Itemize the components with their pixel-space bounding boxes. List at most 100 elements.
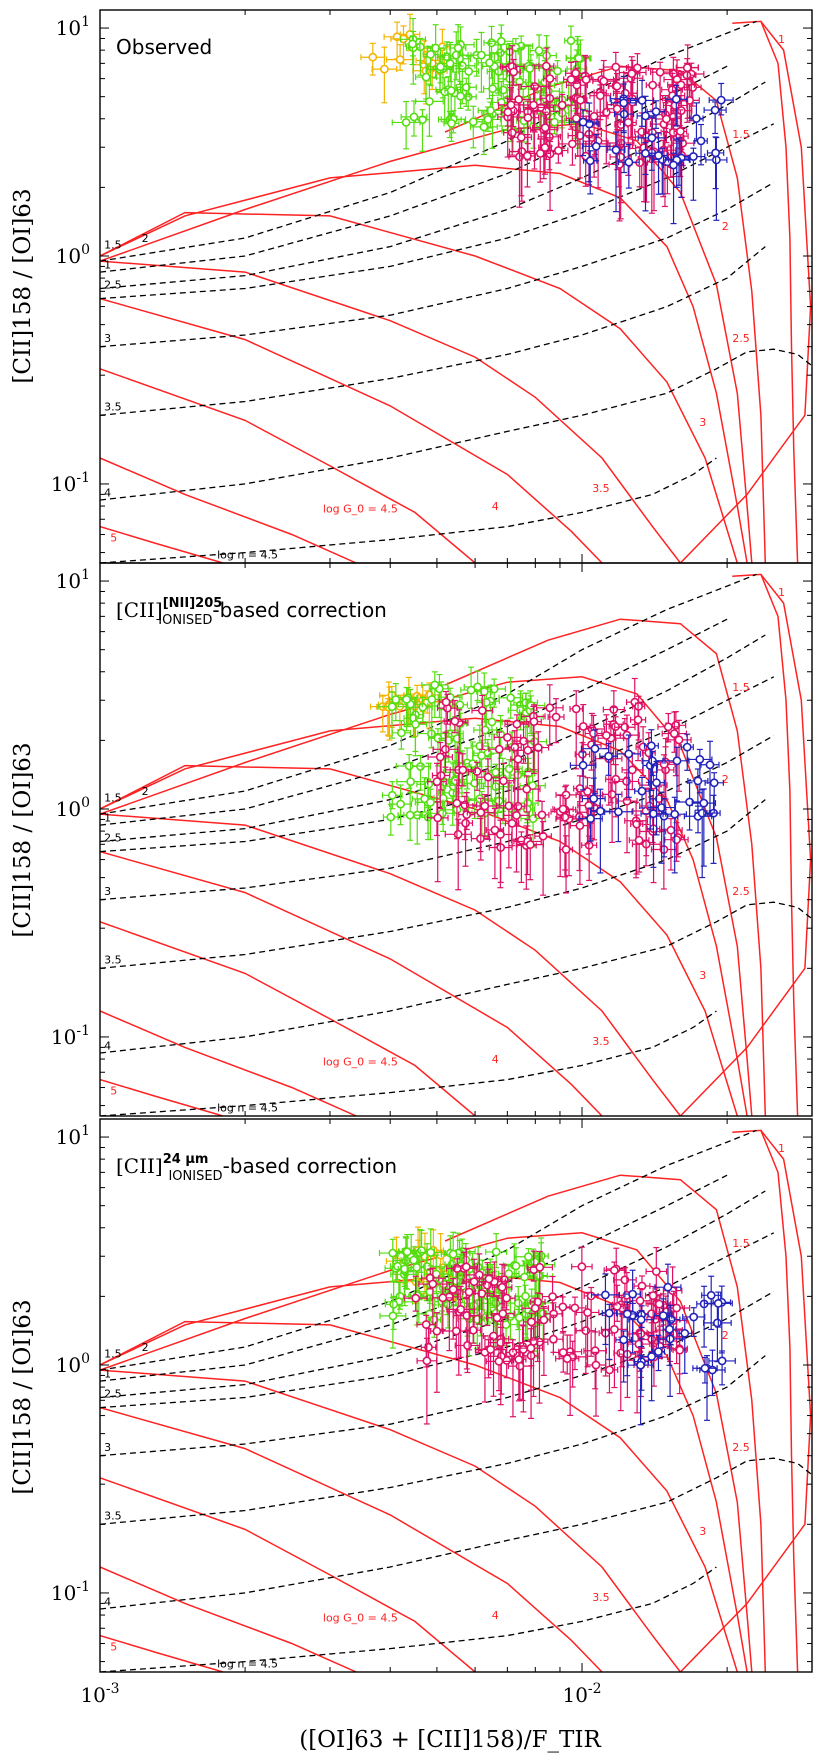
data-point: [523, 113, 533, 123]
data-point: [571, 68, 581, 78]
data-point: [692, 114, 701, 123]
data-point: [624, 749, 634, 759]
y-tick-label: 10-1: [51, 470, 90, 496]
data-point: [647, 741, 656, 751]
model-G0-curve: [100, 1010, 357, 1116]
y-tick-exponent: 0: [81, 242, 90, 258]
model-G0-label: log G_0 = 4.5: [323, 1611, 398, 1624]
data-point: [395, 55, 405, 64]
model-n-label: 1.5: [104, 238, 122, 251]
data-point: [529, 717, 539, 726]
data-point: [538, 831, 548, 841]
model-G0-label: 2.5: [732, 1441, 750, 1454]
data-series-2: [377, 666, 548, 848]
data-point: [637, 96, 647, 105]
data-point: [441, 697, 451, 707]
data-point: [446, 86, 456, 95]
model-n-label: 2.5: [104, 1388, 122, 1401]
data-point: [515, 1313, 524, 1323]
model-n-label: 4: [104, 1040, 111, 1053]
data-point: [589, 729, 598, 738]
data-point: [669, 160, 678, 170]
model-n-curve: [100, 1566, 717, 1672]
data-point: [614, 807, 623, 817]
data-point: [502, 1293, 511, 1303]
data-point: [506, 693, 516, 703]
data-point: [591, 141, 601, 151]
data-point: [527, 1317, 536, 1327]
data-point: [571, 114, 581, 123]
model-G0-label: 3.5: [592, 1035, 610, 1048]
model-n-label: 4: [104, 1596, 111, 1609]
model-G0-curve: [100, 211, 739, 563]
data-point: [540, 143, 550, 152]
data-point: [557, 100, 567, 110]
data-point: [607, 790, 617, 799]
data-point: [463, 1341, 472, 1350]
model-n-label: 2: [142, 1341, 149, 1354]
model-G0-curve: [100, 164, 748, 563]
data-point: [448, 1285, 458, 1294]
data-point: [545, 703, 555, 713]
data-point: [483, 772, 493, 782]
data-point: [426, 50, 435, 59]
model-n-label: 3.5: [104, 954, 122, 967]
data-series-3: [426, 677, 692, 896]
data-point: [627, 69, 637, 79]
data-point: [447, 119, 456, 128]
model-G0-curve: [100, 297, 603, 563]
data-point: [710, 105, 720, 115]
model-n-curve: [100, 65, 728, 273]
data-point: [426, 798, 435, 807]
data-point: [509, 67, 519, 77]
data-point: [409, 112, 419, 122]
data-point: [387, 790, 397, 800]
data-point: [589, 794, 599, 803]
data-point: [479, 122, 489, 132]
model-G0-curve: [100, 1477, 476, 1672]
data-series-4: [568, 75, 734, 225]
data-point: [666, 825, 676, 835]
data-point: [468, 117, 478, 127]
model-G0-label: 1.5: [732, 128, 750, 141]
model-G0-curve: [444, 1174, 767, 1672]
data-point: [494, 1356, 504, 1366]
data-point: [477, 706, 487, 715]
data-point: [400, 1264, 410, 1274]
model-G0-curve: [100, 1566, 357, 1672]
model-G0-label: log G_0 = 4.5: [323, 502, 398, 515]
y-tick-label: 100: [56, 242, 90, 268]
model-G0-label: 5: [110, 531, 117, 544]
model-G0-curve: [100, 525, 224, 563]
data-point: [405, 810, 415, 820]
data-point: [436, 62, 445, 72]
data-point: [633, 715, 643, 725]
data-point: [586, 814, 595, 823]
data-point: [699, 798, 709, 808]
data-point: [638, 742, 648, 752]
model-n-curve: [100, 1457, 812, 1610]
model-G0-label: 3.5: [592, 1591, 610, 1604]
data-point: [525, 64, 535, 73]
data-point: [487, 717, 497, 727]
data-point: [637, 1281, 647, 1291]
data-point: [443, 1300, 453, 1310]
data-point: [637, 786, 647, 796]
data-point: [585, 156, 595, 166]
data-point: [496, 36, 506, 46]
title-subscript: IONISED: [158, 613, 212, 628]
model-n-curve: [100, 181, 775, 348]
data-point: [648, 756, 657, 766]
data-point: [705, 760, 715, 770]
data-point: [590, 1346, 600, 1356]
data-point: [570, 1303, 580, 1313]
data-point: [572, 80, 582, 90]
model-n-curve: [100, 457, 717, 563]
data-point: [602, 731, 611, 740]
data-point: [451, 50, 461, 60]
model-G0-curve: [100, 368, 476, 563]
data-point: [433, 813, 443, 823]
data-point: [641, 111, 650, 121]
data-point: [514, 95, 524, 104]
data-point: [648, 1291, 658, 1300]
